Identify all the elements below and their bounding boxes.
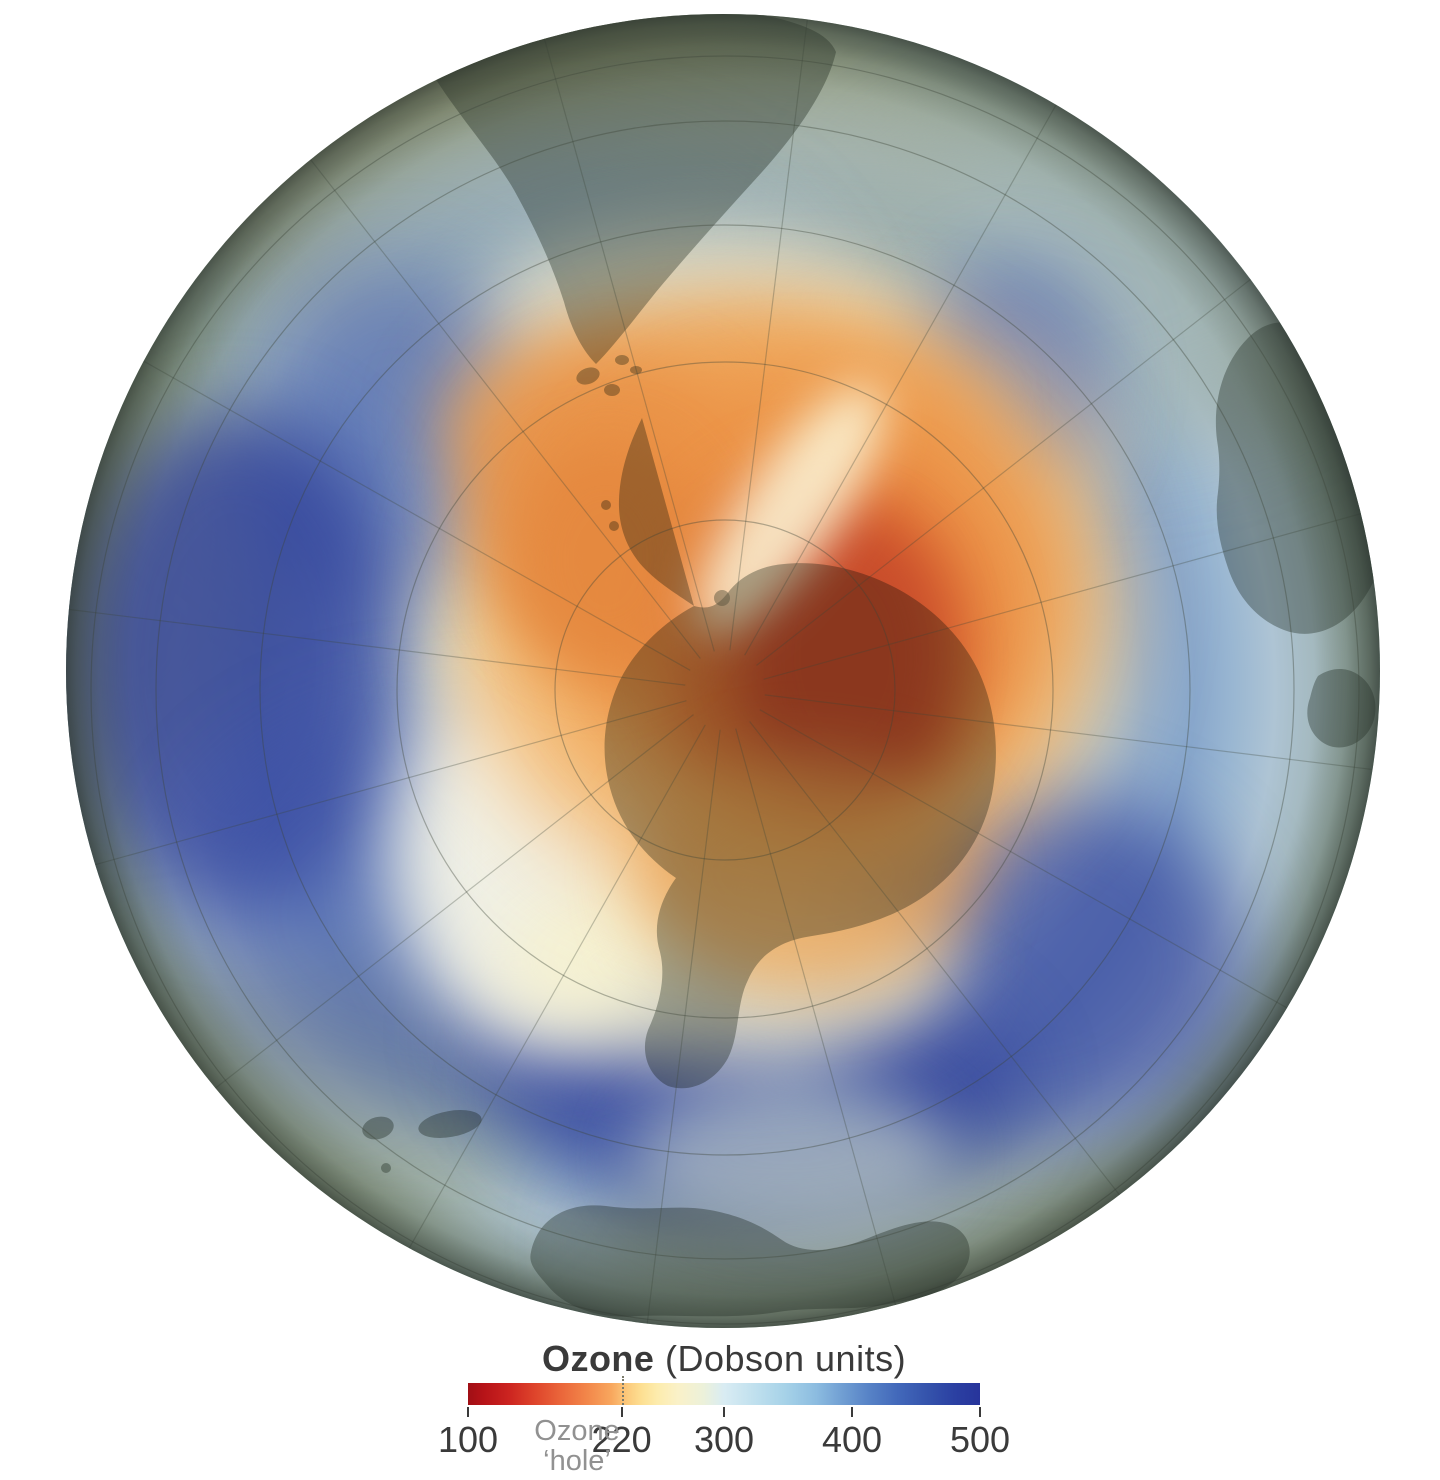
legend: Ozone (Dobson units) 100 220 300 400 500… <box>438 1338 1010 1478</box>
colorbar-ticks: 100 220 300 400 500 <box>438 1405 1010 1475</box>
south-pole-ozone-globe <box>66 14 1380 1328</box>
legend-title: Ozone (Dobson units) <box>467 1338 981 1380</box>
colorbar <box>468 1376 980 1405</box>
legend-title-units: (Dobson units) <box>654 1338 907 1379</box>
ozone-hole-annotation: Ozone ‘hole’ <box>534 1415 620 1477</box>
legend-title-bold: Ozone <box>541 1338 655 1379</box>
ozone-hole-threshold-line <box>621 1376 624 1405</box>
globe-limb-shading <box>66 14 1380 1328</box>
